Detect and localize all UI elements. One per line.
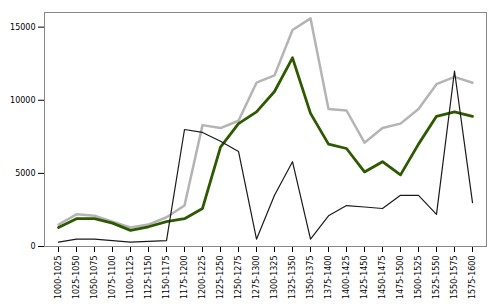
svg-text:5000: 5000 (15, 169, 35, 178)
svg-text:1275-1300: 1275-1300 (252, 256, 261, 300)
svg-text:1350-1375: 1350-1375 (306, 256, 315, 300)
svg-text:1050-1075: 1050-1075 (90, 256, 99, 300)
svg-text:1425-1450: 1425-1450 (360, 256, 369, 300)
svg-text:1550-1575: 1550-1575 (450, 256, 459, 300)
svg-text:1100-1125: 1100-1125 (126, 256, 135, 300)
svg-text:15000: 15000 (10, 23, 35, 32)
svg-text:1175-1200: 1175-1200 (180, 256, 189, 300)
svg-text:1200-1225: 1200-1225 (198, 256, 207, 300)
svg-text:1575-1600: 1575-1600 (468, 256, 477, 300)
svg-text:10000: 10000 (10, 96, 35, 105)
svg-text:1525-1550: 1525-1550 (432, 256, 441, 300)
svg-text:1300-1325: 1300-1325 (270, 256, 279, 300)
svg-text:1500-1525: 1500-1525 (414, 256, 423, 300)
svg-text:1025-1050: 1025-1050 (72, 256, 81, 300)
svg-text:1125-1150: 1125-1150 (144, 256, 153, 300)
svg-text:1475-1500: 1475-1500 (396, 256, 405, 300)
svg-text:1225-1250: 1225-1250 (216, 256, 225, 300)
svg-text:1325-1350: 1325-1350 (288, 256, 297, 300)
svg-text:1000-1025: 1000-1025 (54, 256, 63, 300)
svg-text:1150-1175: 1150-1175 (162, 256, 171, 300)
svg-text:1400-1425: 1400-1425 (342, 256, 351, 300)
svg-text:1450-1475: 1450-1475 (378, 256, 387, 300)
svg-text:1075-1100: 1075-1100 (108, 256, 117, 300)
svg-text:1250-1275: 1250-1275 (234, 256, 243, 300)
svg-text:0: 0 (30, 242, 35, 251)
svg-text:1375-1400: 1375-1400 (324, 256, 333, 300)
